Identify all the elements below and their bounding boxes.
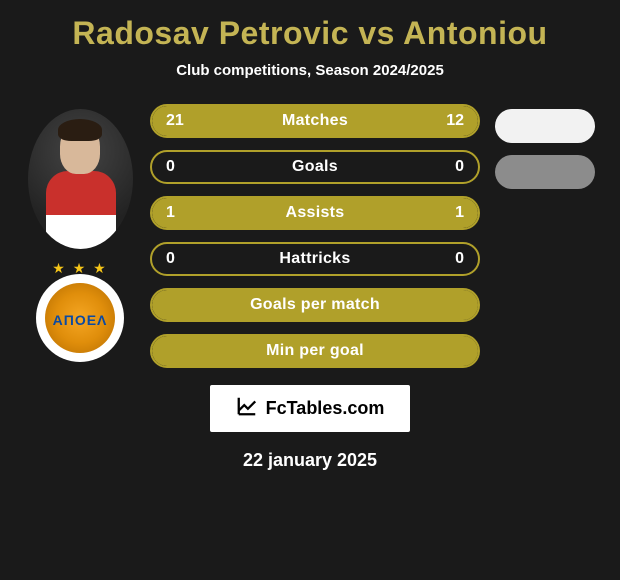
date-label: 22 january 2025: [20, 450, 600, 471]
stat-row: 11Assists: [150, 196, 480, 230]
stat-label: Goals: [152, 158, 478, 176]
player-placeholder-pill: [495, 109, 595, 143]
stat-row: Goals per match: [150, 288, 480, 322]
player-photo: [28, 109, 133, 249]
stats-column: 2112Matches 00Goals 11Assists 00Hattricks Go…: [140, 104, 490, 380]
right-player-column: [490, 104, 600, 189]
badge-stars-icon: ★ ★ ★: [36, 260, 124, 277]
stat-label: Assists: [152, 204, 478, 222]
player-placeholder-pill: [495, 155, 595, 189]
footer: FcTables.com 22 january 2025: [20, 385, 600, 471]
stat-row: Min per goal: [150, 334, 480, 368]
page-title: Radosav Petrovic vs Antoniou: [20, 15, 600, 52]
stat-row: 00Goals: [150, 150, 480, 184]
stat-label: Min per goal: [152, 342, 478, 360]
left-player-column: ★ ★ ★ ΑΠΟΕΛ: [20, 104, 140, 362]
badge-text: ΑΠΟΕΛ: [53, 312, 108, 328]
stat-label: Matches: [152, 112, 478, 130]
stat-label: Hattricks: [152, 250, 478, 268]
comparison-grid: ★ ★ ★ ΑΠΟΕΛ 2112Matches 00Goals 11Assists 0…: [20, 104, 600, 380]
chart-icon: [236, 395, 258, 422]
brand-tag[interactable]: FcTables.com: [210, 385, 411, 432]
stat-row: 2112Matches: [150, 104, 480, 138]
stat-label: Goals per match: [152, 296, 478, 314]
stat-row: 00Hattricks: [150, 242, 480, 276]
brand-label: FcTables.com: [266, 398, 385, 419]
page-subtitle: Club competitions, Season 2024/2025: [20, 62, 600, 79]
club-badge: ★ ★ ★ ΑΠΟΕΛ: [36, 274, 124, 362]
